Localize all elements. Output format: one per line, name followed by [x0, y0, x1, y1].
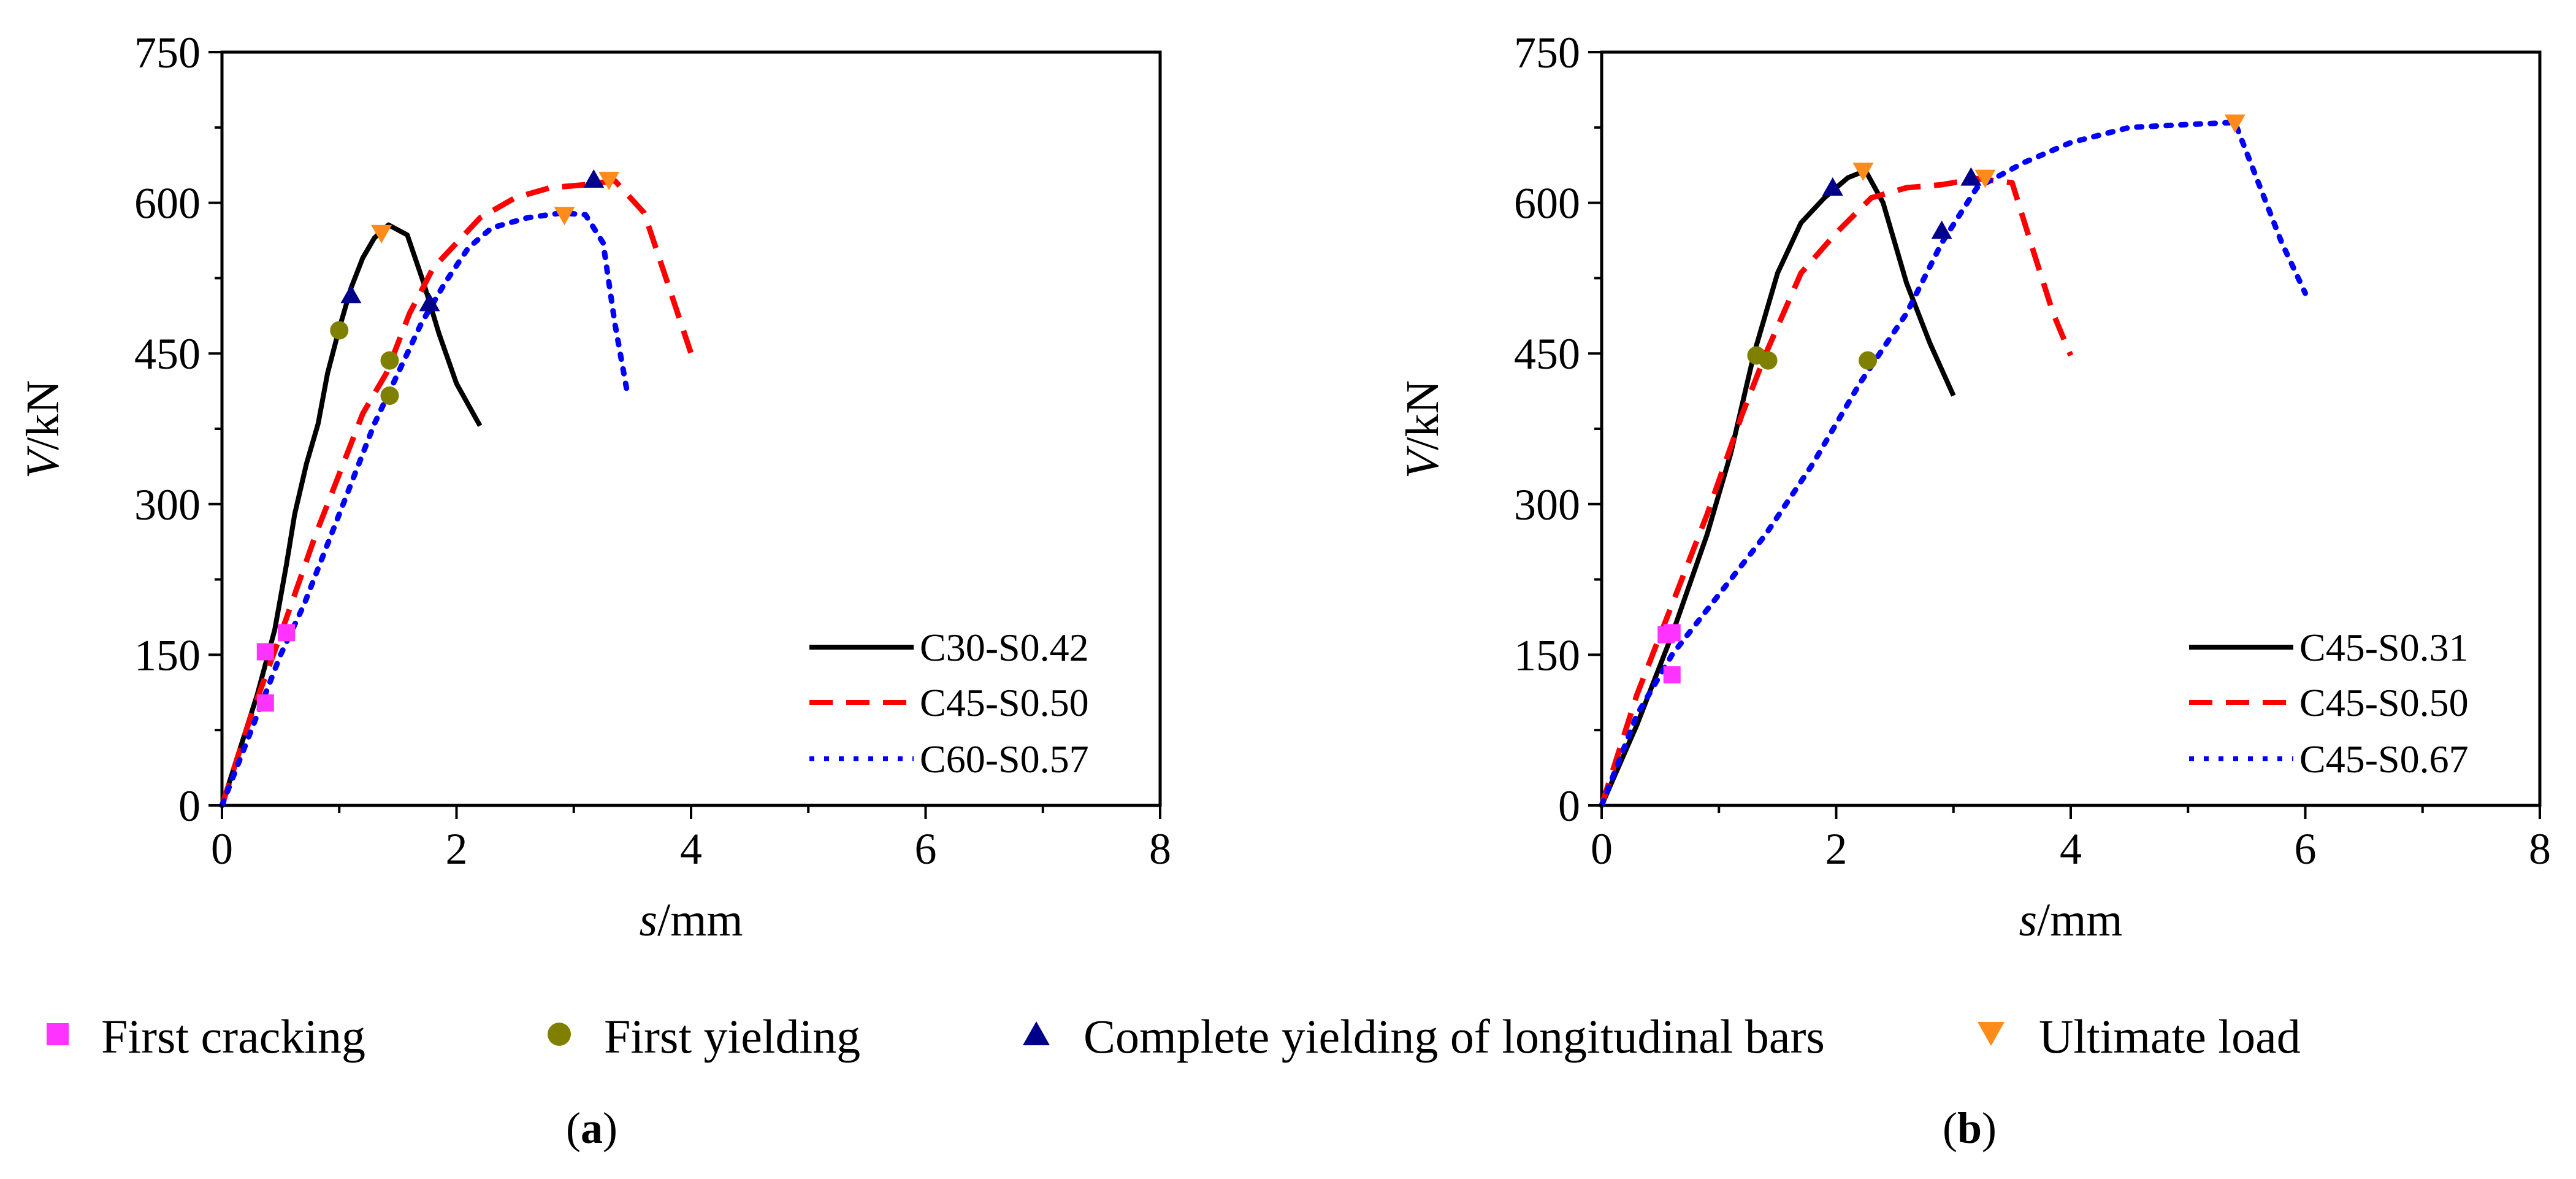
marker-ultimate: [1852, 163, 1874, 182]
x-tick-label: 0: [211, 824, 233, 874]
y-tick-label: 0: [178, 782, 201, 831]
series-line-C30-S0.42: [220, 222, 483, 807]
marker-legend-label: First cracking: [101, 1010, 365, 1063]
x-tick-label: 6: [915, 824, 937, 874]
marker-yielding: [1859, 351, 1878, 370]
square-marker-icon: [47, 1023, 69, 1045]
y-tick-label: 450: [1514, 329, 1580, 378]
y-tick-label: 600: [1514, 179, 1580, 228]
marker-complete: [340, 285, 362, 304]
marker-legend-label: Ultimate load: [2039, 1010, 2301, 1063]
x-axis-title: s/mm: [2019, 894, 2123, 946]
x-tick-label: 8: [1149, 824, 1171, 874]
marker-ultimate: [1974, 169, 1996, 188]
x-tick-label: 0: [1591, 824, 1613, 874]
y-tick-label: 600: [134, 179, 201, 228]
y-axis-title: V/kN: [17, 380, 69, 478]
marker-legend-item-cracking: First cracking: [47, 1010, 365, 1063]
x-tick-label: 6: [2295, 824, 2317, 874]
tick-layer: 0 2 4 6 8 0 150 300 450 600 750: [1514, 28, 2551, 874]
marker-cracking: [256, 694, 274, 712]
marker-ultimate: [598, 171, 620, 190]
marker-legend-label: Complete yielding of longitudinal bars: [1084, 1010, 1825, 1063]
marker-layer: [256, 169, 620, 712]
y-tick-label: 300: [1514, 480, 1580, 529]
x-tick-label: 8: [2529, 824, 2551, 874]
marker-complete: [1822, 177, 1843, 196]
series-layer: [219, 178, 694, 808]
chart-panel-b: 0 2 4 6 8 0 150 300 450 600 750 V/kN s/mm C45-S0.3…: [1397, 28, 2551, 1153]
marker-legend: First cracking First yielding Complete y…: [47, 1010, 2301, 1063]
marker-yielding: [330, 321, 349, 340]
marker-legend-label: First yielding: [604, 1010, 860, 1063]
y-axis-title: V/kN: [1397, 380, 1448, 478]
y-tick-label: 300: [134, 480, 201, 529]
y-tick-label: 450: [134, 329, 201, 378]
x-tick-label: 2: [446, 824, 468, 874]
marker-yielding: [380, 386, 399, 405]
series-line-C45-S0.67: [1599, 120, 2308, 808]
marker-cracking: [1663, 624, 1681, 642]
series-legend: C30-S0.42 C45-S0.50 C60-S0.57: [809, 626, 1089, 781]
triangle-down-marker-icon: [1978, 1022, 2005, 1046]
x-axis-title: s/mm: [640, 894, 743, 946]
panel-label-b: (b): [1943, 1104, 1997, 1153]
series-legend: C45-S0.31 C45-S0.50 C45-S0.67: [2189, 626, 2469, 781]
series-line-C60-S0.57: [219, 210, 630, 808]
y-tick-label: 150: [1514, 631, 1580, 680]
marker-legend-item-complete: Complete yielding of longitudinal bars: [1023, 1010, 1825, 1063]
series-layer: [1599, 120, 2308, 808]
legend-label-2: C45-S0.67: [2299, 737, 2469, 781]
marker-legend-item-yielding: First yielding: [548, 1010, 860, 1063]
legend-label-1: C45-S0.50: [920, 681, 1089, 724]
x-tick-label: 4: [2060, 824, 2082, 874]
triangle-up-marker-icon: [1023, 1021, 1050, 1045]
marker-ultimate: [2224, 114, 2245, 133]
x-tick-label: 4: [680, 824, 702, 874]
series-line-C45-S0.50: [219, 178, 694, 807]
y-tick-label: 150: [134, 631, 201, 680]
tick-layer: 0 2 4 6 8 0 150 300 450 600 750: [134, 28, 1171, 874]
marker-cracking: [256, 643, 274, 661]
marker-complete: [1931, 220, 1952, 239]
marker-complete: [583, 169, 605, 188]
marker-layer: [1657, 114, 2245, 684]
marker-complete: [419, 293, 440, 312]
y-tick-label: 0: [1558, 782, 1580, 831]
marker-legend-item-ultimate: Ultimate load: [1978, 1010, 2301, 1063]
series-line-C45-S0.31: [1599, 168, 1956, 807]
circle-marker-icon: [548, 1023, 571, 1046]
marker-complete: [1960, 167, 1982, 186]
y-tick-label: 750: [1514, 28, 1580, 77]
legend-label-0: C45-S0.31: [2299, 626, 2469, 669]
marker-ultimate: [554, 207, 575, 226]
chart-panel-a: 0 2 4 6 8 0 150 300 450 600 750 V/kN s/mm C30-S0.4…: [17, 28, 1171, 1153]
marker-ultimate: [371, 225, 392, 244]
legend-label-1: C45-S0.50: [2299, 681, 2469, 724]
legend-label-2: C60-S0.57: [920, 737, 1089, 781]
marker-yielding: [380, 351, 399, 370]
legend-label-0: C30-S0.42: [920, 626, 1089, 669]
x-tick-label: 2: [1825, 824, 1848, 874]
series-line-C45-S0.50: [1599, 175, 2074, 807]
y-tick-label: 750: [134, 28, 201, 77]
panel-label-a: (a): [566, 1104, 617, 1153]
marker-yielding: [1759, 351, 1778, 370]
marker-cracking: [278, 624, 296, 642]
marker-cracking: [1663, 666, 1681, 684]
